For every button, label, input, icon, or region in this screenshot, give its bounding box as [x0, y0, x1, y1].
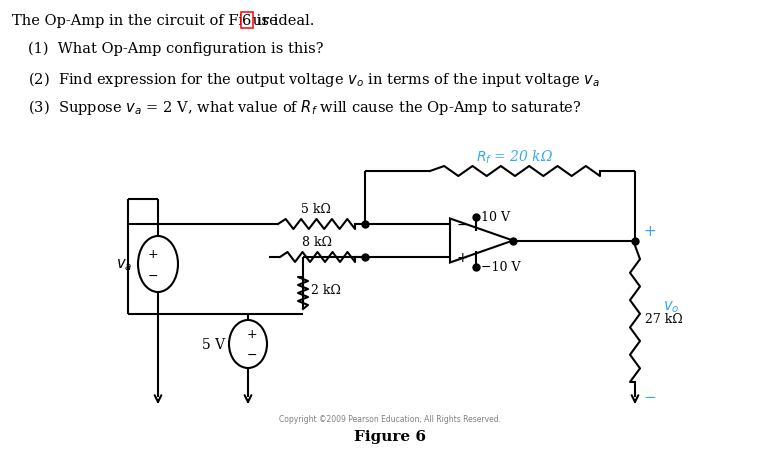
Text: (2)  Find expression for the output voltage $v_o$ in terms of the input voltage : (2) Find expression for the output volta… — [28, 70, 600, 89]
Text: +: + — [643, 224, 656, 238]
Text: $R_f$ = 20 kΩ: $R_f$ = 20 kΩ — [476, 148, 554, 165]
Text: 8 kΩ: 8 kΩ — [302, 236, 332, 249]
Text: 6: 6 — [242, 14, 251, 28]
Text: 27 kΩ: 27 kΩ — [645, 313, 683, 325]
Text: −: − — [643, 390, 656, 405]
Text: 5 V: 5 V — [202, 337, 225, 351]
Text: 2 kΩ: 2 kΩ — [311, 284, 341, 297]
Text: $v_a$: $v_a$ — [116, 257, 132, 272]
Text: is ideal.: is ideal. — [252, 14, 314, 28]
Text: Figure 6: Figure 6 — [354, 429, 426, 443]
Text: 5 kΩ: 5 kΩ — [301, 203, 331, 216]
Text: −10 V: −10 V — [482, 260, 521, 274]
Text: 10 V: 10 V — [482, 211, 510, 224]
Text: The Op-Amp in the circuit of Figure: The Op-Amp in the circuit of Figure — [12, 14, 282, 28]
Text: $v_o$: $v_o$ — [663, 298, 679, 314]
Text: Copyright ©2009 Pearson Education, All Rights Reserved.: Copyright ©2009 Pearson Education, All R… — [279, 414, 501, 423]
Text: +: + — [456, 250, 468, 264]
Text: −: − — [148, 269, 158, 282]
Text: (3)  Suppose $v_a$ = 2 V, what value of $R_f$ will cause the Op-Amp to saturate?: (3) Suppose $v_a$ = 2 V, what value of $… — [28, 98, 582, 117]
Text: +: + — [148, 247, 158, 260]
Text: (1)  What Op-Amp configuration is this?: (1) What Op-Amp configuration is this? — [28, 42, 324, 56]
Text: −: − — [456, 218, 468, 232]
Text: +: + — [247, 328, 258, 341]
Text: −: − — [247, 348, 258, 361]
